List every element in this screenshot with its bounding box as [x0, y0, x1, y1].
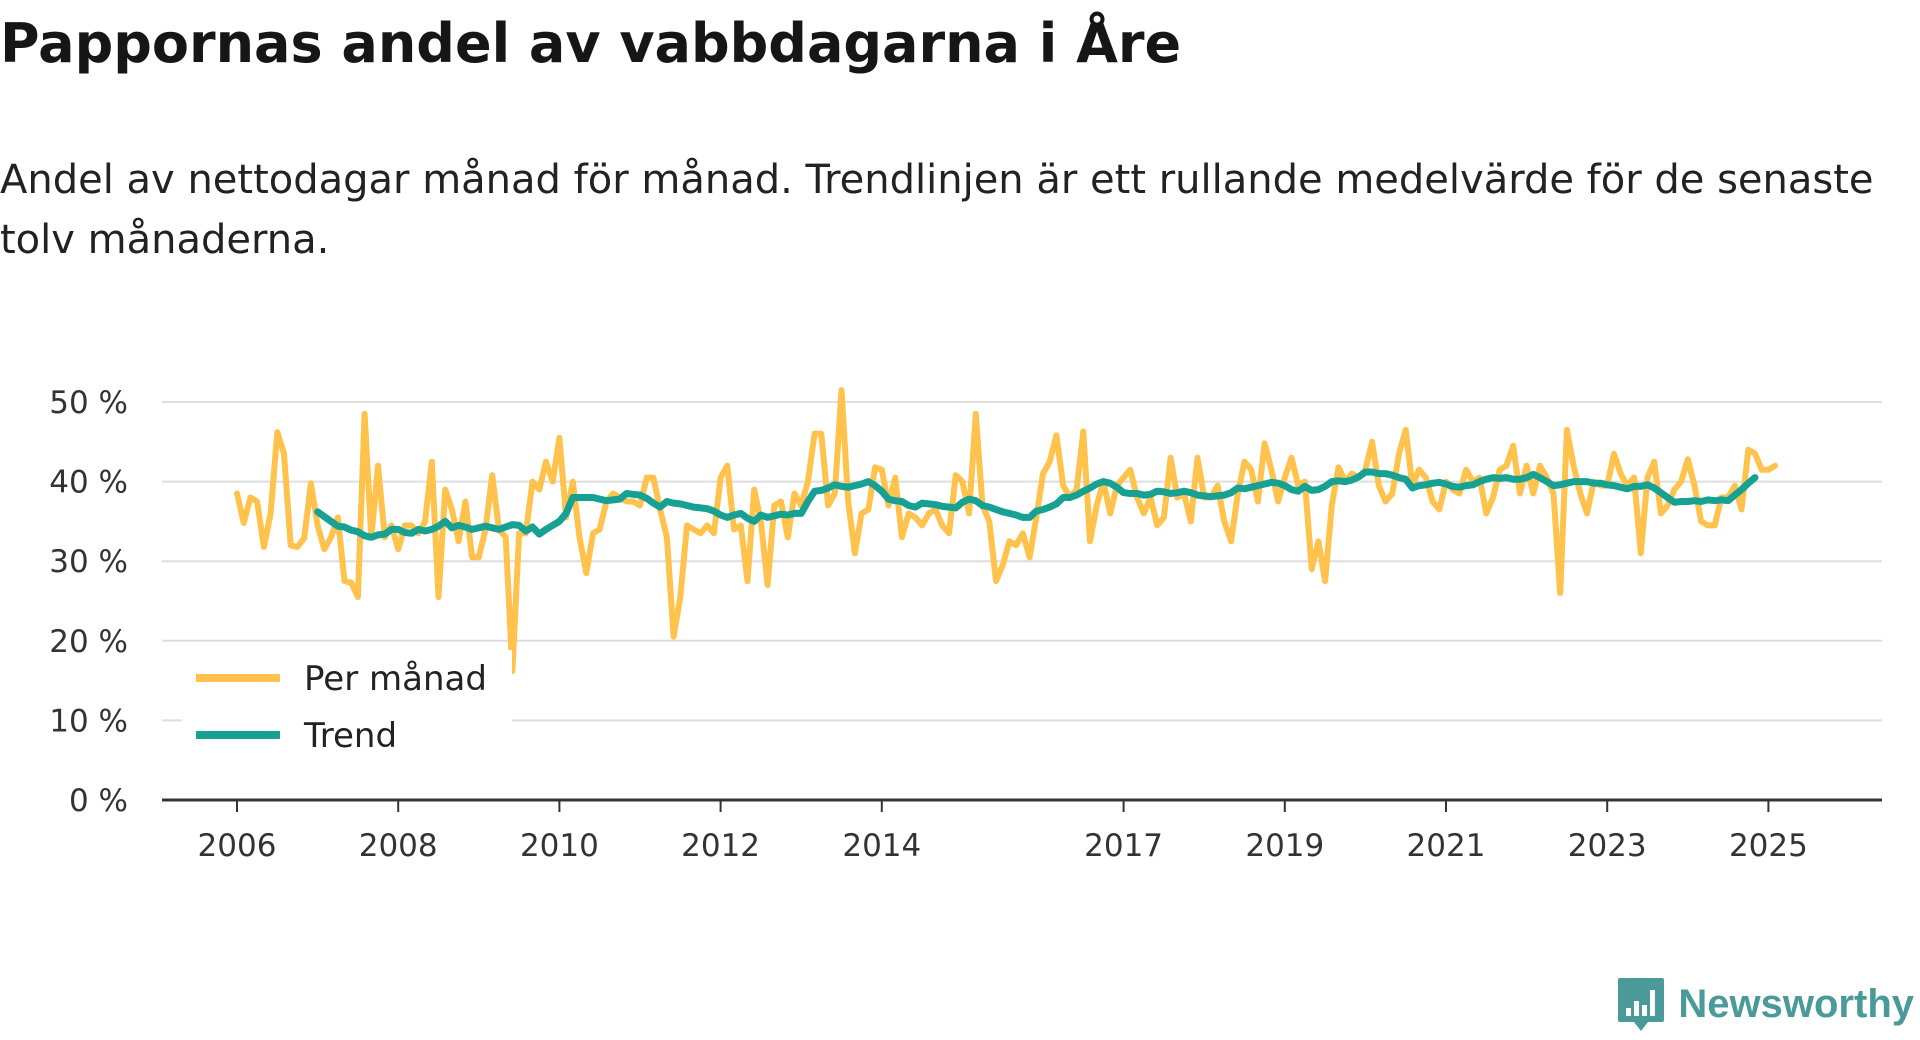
- legend: Per månad Trend: [182, 650, 512, 770]
- brand-logo: Newsworthy: [1616, 972, 1914, 1036]
- y-tick-label: 20 %: [49, 624, 128, 660]
- y-tick-label: 40 %: [49, 465, 128, 501]
- chart-title: Pappornas andel av vabbdagarna i Åre: [0, 12, 1182, 75]
- x-tick-label: 2010: [520, 828, 599, 864]
- series-trend-line: [314, 468, 1759, 541]
- series-lines: [234, 387, 1779, 674]
- brand-name: Newsworthy: [1678, 981, 1914, 1026]
- y-axis: 0 % 10 % 20 % 30 % 40 % 50 %: [49, 385, 128, 819]
- x-tick-label: 2017: [1084, 828, 1163, 864]
- legend-label: Trend: [303, 716, 397, 756]
- legend-background: [182, 650, 512, 770]
- x-tick-label: 2019: [1245, 828, 1324, 864]
- y-tick-label: 10 %: [49, 703, 128, 739]
- x-tick-label: 2025: [1729, 828, 1808, 864]
- y-tick-label: 50 %: [49, 385, 128, 421]
- x-tick-label: 2023: [1568, 828, 1647, 864]
- x-tick-label: 2012: [681, 828, 760, 864]
- x-tick-label: 2008: [359, 828, 438, 864]
- y-tick-label: 0 %: [69, 783, 128, 819]
- x-tick-label: 2021: [1407, 828, 1486, 864]
- x-tick-label: 2006: [198, 828, 277, 864]
- legend-label: Per månad: [304, 659, 487, 699]
- bar-chart-icon: [1618, 978, 1665, 1031]
- x-axis: 2006 2008 2010 2012 2014 2017 2019 2021 2023 2025: [162, 798, 1882, 864]
- x-tick-label: 2014: [842, 828, 921, 864]
- y-tick-label: 30 %: [49, 544, 128, 580]
- chart-subtitle: Andel av nettodagar månad för månad. Tre…: [0, 157, 1874, 263]
- series-per-manad-line: [234, 387, 1779, 674]
